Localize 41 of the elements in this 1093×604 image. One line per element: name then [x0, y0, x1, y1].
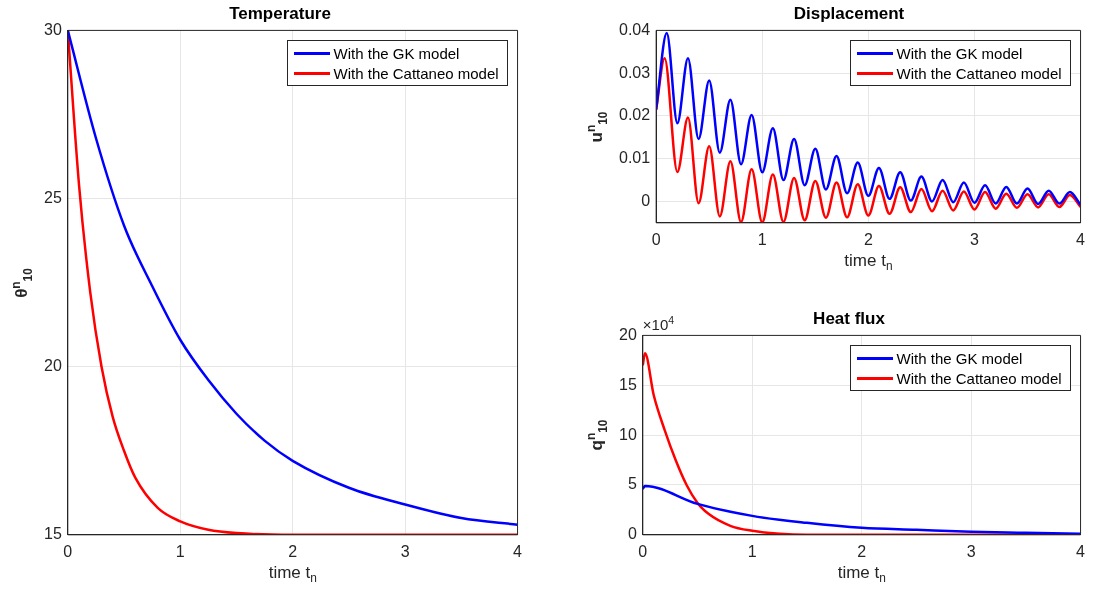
- x-axis-title: time t$_{n}$: [837, 562, 886, 586]
- x-tick-label: 2: [857, 542, 867, 560]
- y-tick-label: 0.03: [619, 63, 651, 81]
- y-tick-label: 0: [627, 525, 637, 543]
- y-tick-label: 10: [619, 425, 637, 443]
- y-tick-label: 30: [44, 20, 62, 38]
- x-axis-title: time t$_{n}$: [844, 250, 893, 274]
- legend-label: With the Cattaneo model: [333, 64, 499, 82]
- legend-label: With the GK model: [896, 44, 1023, 62]
- x-tick-label: 4: [1076, 230, 1086, 248]
- x-tick-label: 3: [966, 542, 976, 560]
- y-tick-label: 20: [44, 357, 62, 375]
- x-tick-label: 1: [747, 542, 757, 560]
- y-tick-label: 0.01: [619, 149, 651, 167]
- line-series: [656, 31, 1081, 207]
- chart-title: Heat flux: [813, 308, 886, 328]
- legend-label: With the Cattaneo model: [896, 64, 1062, 82]
- x-tick-label: 1: [757, 230, 767, 248]
- x-tick-label: 2: [288, 542, 298, 560]
- legend-label: With the GK model: [333, 44, 460, 62]
- y-tick-label: 25: [44, 188, 62, 206]
- chart-title: Displacement: [793, 3, 905, 23]
- x-tick-label: 3: [400, 542, 410, 560]
- text: ×10$^{4}$: [642, 314, 675, 334]
- y-tick-label: 15: [619, 375, 637, 393]
- chart-title: Temperature: [229, 3, 331, 23]
- y-tick-label: 0.04: [619, 20, 651, 38]
- x-tick-label: 3: [970, 230, 979, 248]
- legend-label: With the Cattaneo model: [896, 369, 1062, 387]
- y-tick-label: 5: [627, 475, 637, 493]
- x-tick-label: 4: [1076, 542, 1086, 560]
- x-tick-label: 0: [63, 542, 73, 560]
- y-tick-label: 20: [619, 325, 637, 343]
- x-tick-label: 2: [863, 230, 873, 248]
- legend-label: With the GK model: [896, 349, 1023, 367]
- x-tick-label: 1: [175, 542, 185, 560]
- y-tick-label: 0: [641, 191, 651, 209]
- y-tick-label: 15: [44, 525, 62, 543]
- x-axis-title: time t$_{n}$: [268, 562, 317, 586]
- y-tick-label: 0.02: [619, 106, 651, 124]
- x-tick-label: 4: [513, 542, 523, 560]
